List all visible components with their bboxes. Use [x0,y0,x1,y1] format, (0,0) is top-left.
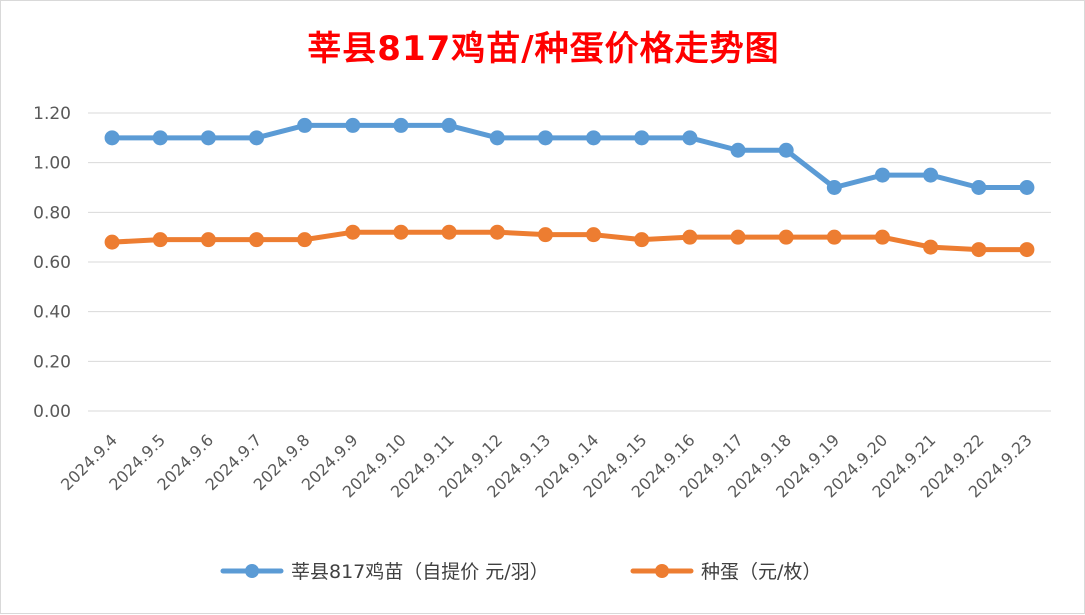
series-1 [104,224,1035,258]
data-point [923,239,939,255]
data-point [489,130,505,146]
data-point [682,130,698,146]
data-point [441,117,457,133]
legend-item-0: 莘县817鸡苗（自提价 元/羽） [220,561,549,583]
data-point [1019,242,1035,258]
data-point [104,234,120,250]
data-point [104,130,120,146]
y-tick-label: 0.80 [33,203,71,223]
data-point [971,180,987,195]
data-point [200,130,216,146]
legend-label: 莘县817鸡苗（自提价 元/羽） [291,561,549,583]
data-point [874,229,890,245]
data-point [249,232,265,248]
data-point [393,117,409,133]
data-point [537,130,553,146]
series-line [109,122,1030,190]
data-point [634,232,650,248]
data-point [682,229,698,245]
data-point [489,224,505,240]
data-point [249,130,265,146]
data-point [200,232,216,248]
y-tick-label: 0.40 [33,303,71,323]
x-axis-ticks: 2024.9.42024.9.52024.9.62024.9.72024.9.8… [57,430,1036,501]
data-point [441,224,457,240]
data-point [1019,180,1035,195]
data-point [826,180,842,195]
data-point [537,227,553,243]
data-point [874,167,890,183]
data-point [297,232,313,248]
y-tick-label: 0.00 [33,402,71,422]
legend-label: 种蛋（元/枚） [701,561,821,583]
y-tick-label: 0.60 [33,253,71,273]
chart-title: 莘县817鸡苗/种蛋价格走势图 [307,29,780,69]
data-point [730,229,746,245]
data-point [345,224,361,240]
data-point [345,117,361,133]
data-point [297,117,313,133]
data-point [971,242,987,258]
data-point [634,130,650,146]
data-point [152,232,168,248]
data-point [778,229,794,245]
data-point [730,142,746,158]
data-point [826,229,842,245]
series-line [109,229,1030,253]
data-point [393,224,409,240]
data-point [586,227,602,243]
data-point [923,167,939,183]
series-group [104,117,1035,258]
data-point [152,130,168,146]
legend-swatch-marker [245,564,259,578]
data-point [586,130,602,146]
legend-item-1: 种蛋（元/枚） [630,561,821,583]
data-point [778,142,794,158]
y-tick-label: 1.20 [33,104,71,124]
gridlines [88,112,1051,412]
y-tick-label: 1.00 [33,154,71,174]
legend: 莘县817鸡苗（自提价 元/羽） 种蛋（元/枚） [220,561,821,583]
series-0 [104,117,1035,195]
y-axis-ticks: 0.00 0.20 0.40 0.60 0.80 1.00 1.20 [33,104,71,422]
legend-swatch-marker [655,564,669,578]
y-tick-label: 0.20 [33,352,71,372]
